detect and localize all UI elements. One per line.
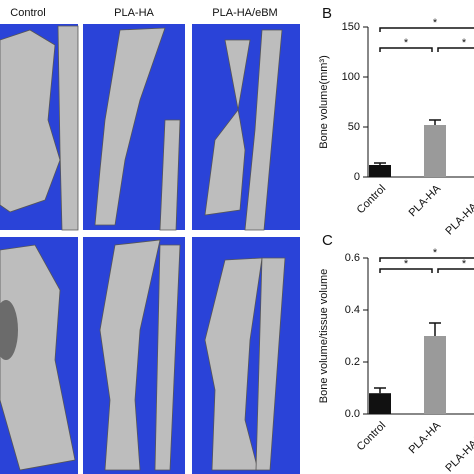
x-tick-label: Control (355, 183, 389, 217)
bone (99, 239, 161, 471)
significance-bracket (379, 27, 474, 32)
significance-bracket (379, 257, 474, 262)
panel-label: B (322, 5, 332, 22)
y-tick-label: 0.0 (345, 408, 360, 420)
column-label: PLA-HA (114, 7, 154, 19)
bone (244, 29, 283, 231)
bone (94, 27, 166, 226)
bone (255, 257, 286, 471)
y-tick-label: 150 (342, 21, 360, 33)
bone (0, 244, 76, 471)
column-label: Control (10, 7, 45, 19)
x-tick-label: PLA-HA (407, 182, 444, 219)
error-bar (429, 119, 441, 125)
significance-label: * (433, 247, 438, 259)
significance-bracket (437, 268, 474, 273)
x-tick-label: Control (355, 420, 389, 454)
x-tick-label: PLA-HA/eBM (443, 183, 474, 238)
significance-label: * (433, 17, 438, 29)
y-tick-label: 100 (342, 71, 360, 83)
x-tick-label: PLA-HA/eBM (443, 420, 474, 474)
significance-label: * (462, 37, 467, 49)
bone (57, 25, 79, 231)
panel-label: C (322, 232, 333, 249)
significance-label: * (404, 37, 409, 49)
y-axis-label: Bone volume/tissue volume (318, 269, 330, 404)
bar (424, 336, 446, 414)
significance-label: * (462, 258, 467, 270)
y-axis-label: Bone volume(mm³) (318, 55, 330, 149)
column-label: PLA-HA/eBM (212, 7, 277, 19)
bar (369, 393, 391, 414)
defect (0, 300, 18, 360)
bone (159, 119, 181, 231)
significance-bracket (379, 47, 433, 52)
error-bar (374, 387, 386, 394)
y-tick-label: 0 (354, 171, 360, 183)
bone (204, 39, 251, 216)
y-tick-label: 0.6 (345, 252, 360, 264)
bar (424, 125, 446, 177)
bone (154, 244, 181, 471)
y-tick-label: 0.4 (345, 304, 360, 316)
x-tick-label: PLA-HA (407, 419, 444, 456)
error-bar (429, 322, 441, 336)
y-tick-label: 0.2 (345, 356, 360, 368)
error-bar (374, 162, 386, 165)
significance-label: * (404, 258, 409, 270)
significance-bracket (379, 268, 433, 273)
significance-bracket (437, 47, 474, 52)
bar (369, 165, 391, 177)
micro-ct-images (0, 24, 300, 474)
y-tick-label: 50 (348, 121, 360, 133)
